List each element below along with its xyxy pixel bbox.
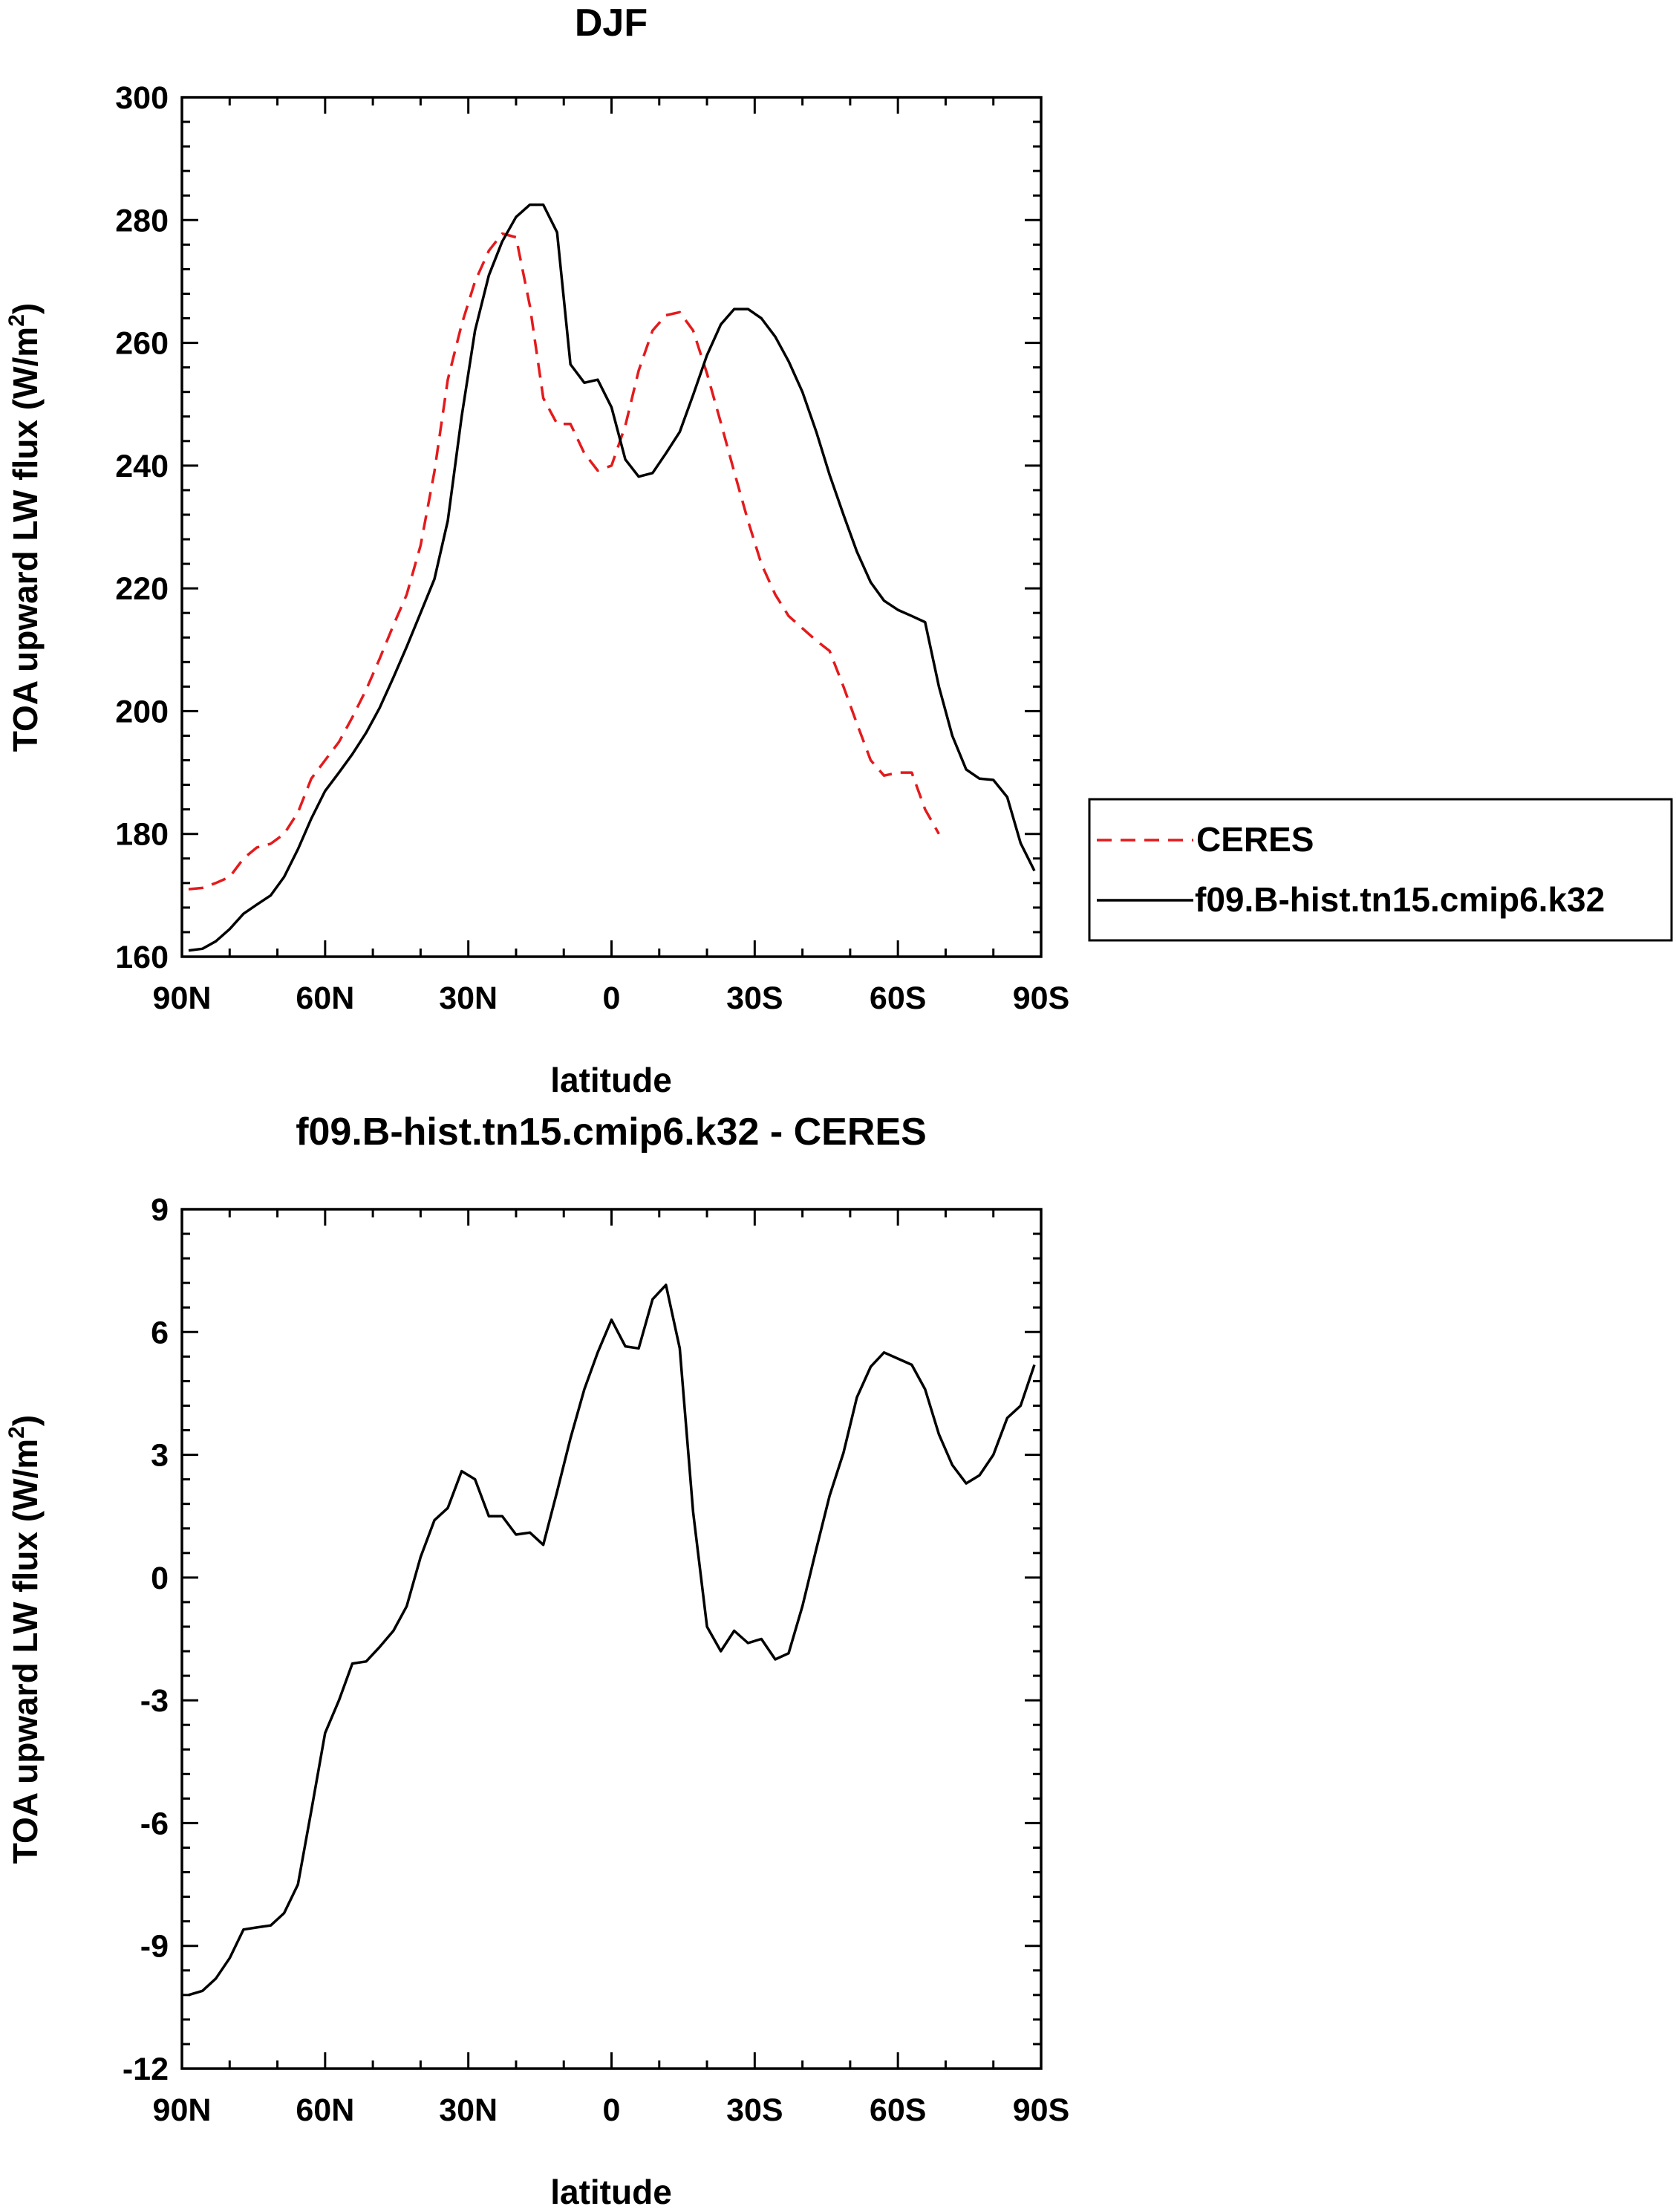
y-tick-labels: 160 180 200 220 240 260 280 300 xyxy=(115,80,169,975)
y-axis-label-main: TOA upward LW flux (W/m xyxy=(6,1439,45,1864)
axis-ticks xyxy=(180,1208,1043,2070)
y-tick-label: 280 xyxy=(115,203,169,238)
legend-label-ceres: CERES xyxy=(1196,820,1314,859)
x-tick-label: 60S xyxy=(870,2092,927,2128)
x-tick-label: 30N xyxy=(439,980,498,1016)
y-tick-label: 160 xyxy=(115,940,169,975)
x-tick-label: 60N xyxy=(296,980,354,1016)
legend-box xyxy=(1088,798,1673,942)
top-panel: DJF 160 180 200 220 240 260 280 300 90N 60N 30N 0 3… xyxy=(4,1,1673,1099)
x-tick-label: 90S xyxy=(1013,2092,1070,2128)
y-tick-label: 9 xyxy=(151,1192,169,1228)
y-axis-label-sup: 2 xyxy=(4,314,29,327)
chart-title: DJF xyxy=(575,1,648,45)
x-tick-label: 30N xyxy=(439,2092,498,2128)
y-tick-label: 180 xyxy=(115,817,169,853)
chart-title: f09.B-hist.tn15.cmip6.k32 - CERES xyxy=(296,1110,927,1154)
y-axis-label: TOA upward LW flux (W/m2) xyxy=(4,303,45,752)
y-tick-label: -6 xyxy=(140,1806,169,1841)
x-tick-label: 60N xyxy=(296,2092,354,2128)
bottom-panel: f09.B-hist.tn15.cmip6.k32 - CERES -12-9-… xyxy=(4,1110,1069,2211)
y-tick-label: -9 xyxy=(140,1929,169,1965)
series-line-f09-b-hist-tn15-cmip6-k32 xyxy=(188,203,1036,952)
y-tick-label: -3 xyxy=(140,1683,169,1719)
y-tick-label: 3 xyxy=(151,1438,169,1474)
series-line-ceres xyxy=(188,232,940,891)
axis-ticks xyxy=(180,96,1043,958)
y-tick-label: 0 xyxy=(151,1561,169,1596)
x-tick-label: 0 xyxy=(603,2092,621,2128)
y-tick-label: 6 xyxy=(151,1315,169,1350)
y-tick-label: 220 xyxy=(115,571,169,607)
x-tick-label: 90N xyxy=(153,2092,212,2128)
y-tick-label: 240 xyxy=(115,449,169,484)
y-tick-label: 260 xyxy=(115,326,169,362)
legend: CERES f09.B-hist.tn15.cmip6.k32 xyxy=(1088,798,1673,942)
series-line-difference xyxy=(188,1284,1036,1997)
y-axis-label-tail: ) xyxy=(6,1415,45,1426)
x-tick-labels: 90N 60N 30N 0 30S 60S 90S xyxy=(153,980,1070,1016)
x-tick-label: 90S xyxy=(1013,980,1070,1016)
series-lines xyxy=(188,1284,1036,1997)
y-tick-label: 200 xyxy=(115,694,169,729)
x-tick-label: 0 xyxy=(603,980,621,1016)
x-tick-labels: 90N 60N 30N 0 30S 60S 90S xyxy=(153,2092,1070,2128)
y-axis-label-tail: ) xyxy=(6,303,45,314)
y-tick-labels: -12 -9 -6 -3 0 3 6 9 xyxy=(123,1192,169,2087)
plot-frame xyxy=(180,1208,1043,2070)
x-tick-label: 30S xyxy=(726,980,783,1016)
y-tick-label: -12 xyxy=(123,2052,169,2087)
legend-label-model: f09.B-hist.tn15.cmip6.k32 xyxy=(1195,880,1605,919)
series-lines xyxy=(188,203,1036,952)
y-axis-label-main: TOA upward LW flux (W/m xyxy=(6,327,45,752)
x-axis-label: latitude xyxy=(550,1061,672,1099)
x-tick-label: 90N xyxy=(153,980,212,1016)
x-tick-label: 60S xyxy=(870,980,927,1016)
y-axis-label: TOA upward LW flux (W/m2) xyxy=(4,1415,45,1864)
y-tick-label: 300 xyxy=(115,80,169,116)
x-tick-label: 30S xyxy=(726,2092,783,2128)
plot-frame xyxy=(180,96,1043,958)
x-axis-label: latitude xyxy=(550,2173,672,2211)
y-axis-label-sup: 2 xyxy=(4,1426,29,1439)
